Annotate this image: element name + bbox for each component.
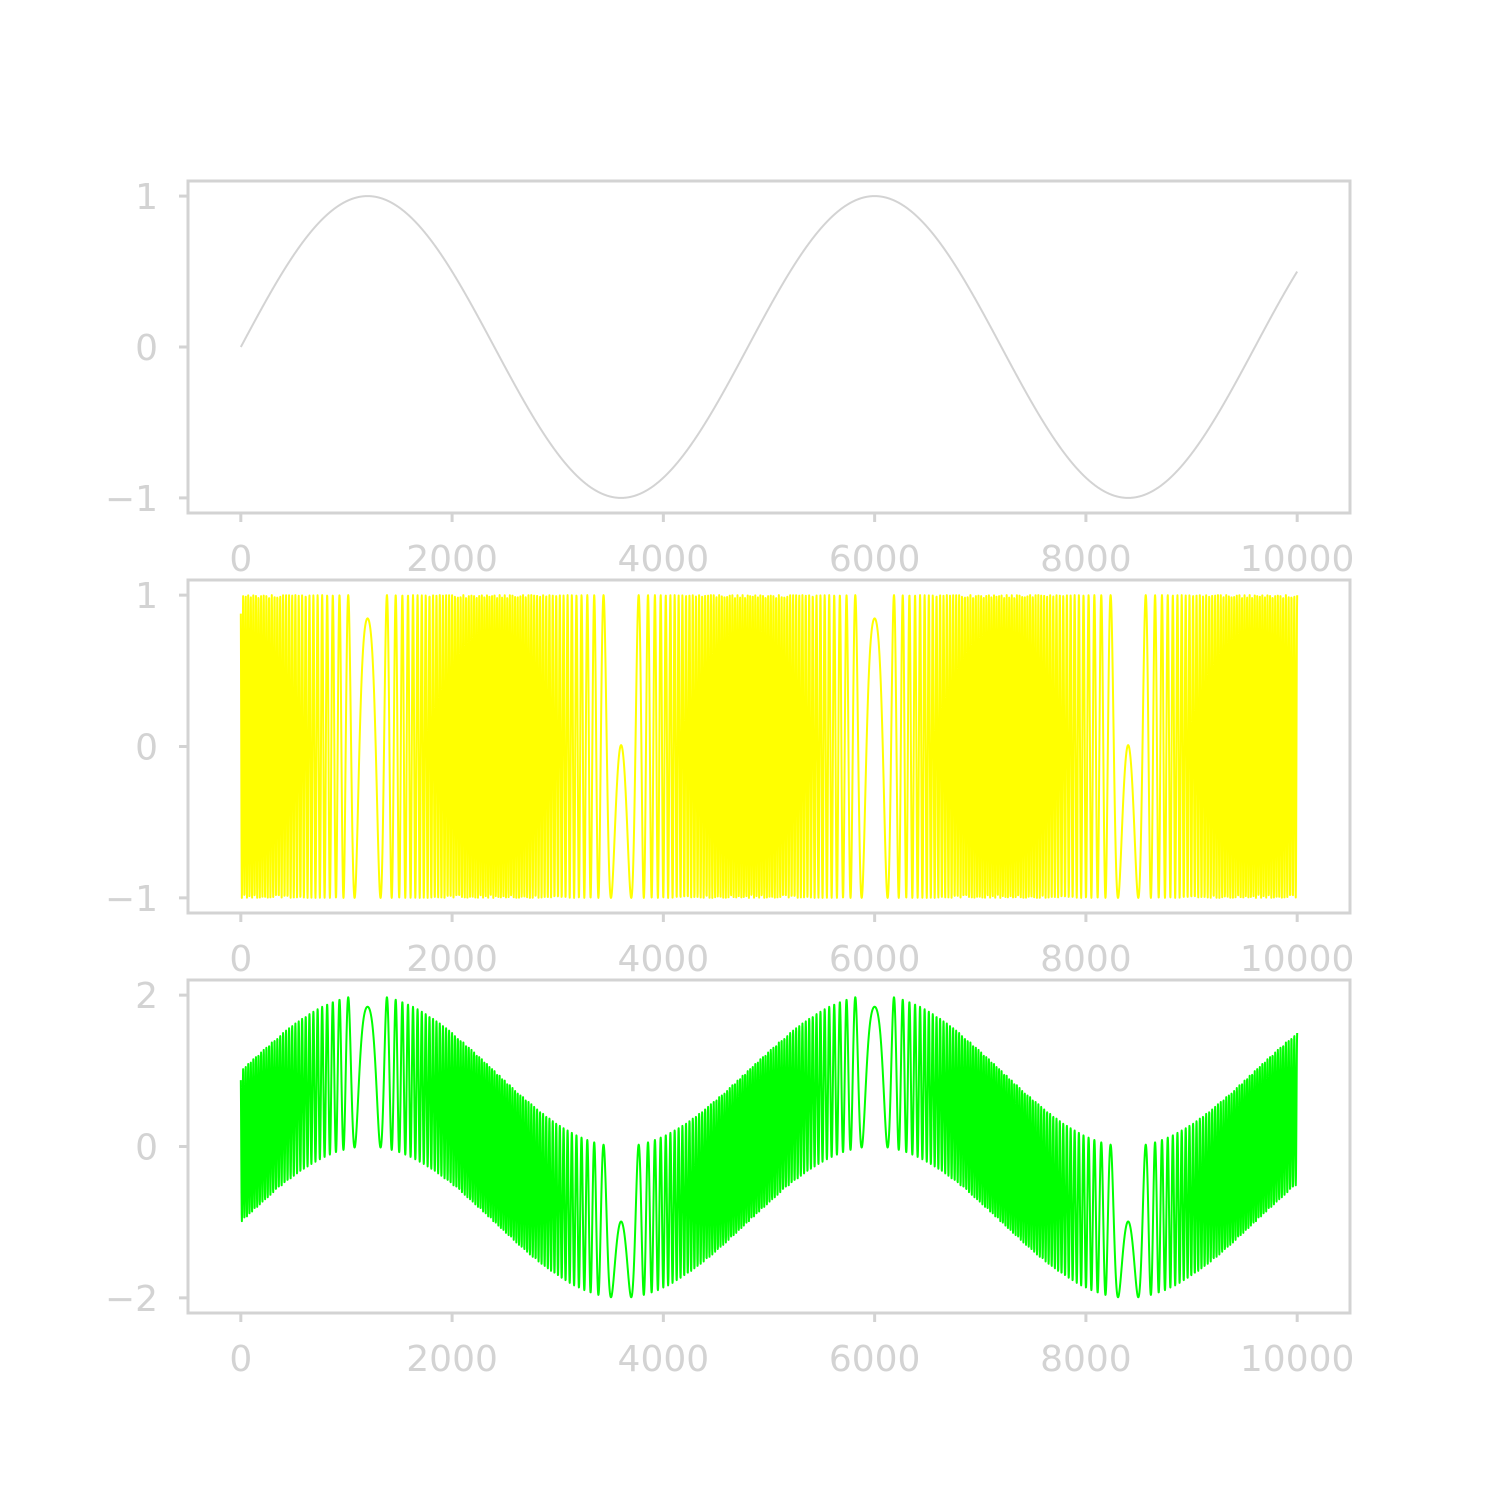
x-tick-label: 0 <box>229 539 252 580</box>
subplot-1: 0 2000 4000 6000 8000 10000 −1 0 1 <box>105 177 1355 580</box>
axes-frame-1 <box>186 179 1352 515</box>
x-tick-label: 10000 <box>1240 539 1355 580</box>
x-tick-label: 4000 <box>618 939 710 980</box>
subplot-2: 0 2000 4000 6000 8000 10000 −1 0 1 <box>105 576 1355 980</box>
x-tick-label: 4000 <box>618 539 710 580</box>
series-line-3-1 <box>239 996 1299 1299</box>
x-tick-label: 2000 <box>406 939 498 980</box>
x-tick-label: 2000 <box>406 1339 498 1380</box>
x-tick-label: 6000 <box>829 1339 921 1380</box>
subplot-3: 0 2000 4000 6000 8000 10000 −2 0 2 <box>105 976 1355 1380</box>
x-tick-label: 10000 <box>1240 1339 1355 1380</box>
x-tick-label: 0 <box>229 1339 252 1380</box>
x-tick-label: 6000 <box>829 939 921 980</box>
x-tick-label: 8000 <box>1040 939 1132 980</box>
y-tick-label: 1 <box>135 177 158 218</box>
y-tick-label: 0 <box>135 328 158 369</box>
series-line-1-1 <box>239 195 1299 499</box>
y-tick-label: −2 <box>105 1279 158 1320</box>
x-tick-label: 4000 <box>618 1339 710 1380</box>
y-tick-label: 0 <box>135 1128 158 1169</box>
x-tick-label: 2000 <box>406 539 498 580</box>
y-tick-label: −1 <box>105 879 158 920</box>
y-tick-label: −1 <box>105 479 158 520</box>
y-tick-label: 2 <box>135 976 158 1017</box>
x-tick-label: 10000 <box>1240 939 1355 980</box>
series-line-2-1 <box>239 594 1299 899</box>
x-tick-label: 8000 <box>1040 1339 1132 1380</box>
y-tick-label: 0 <box>135 728 158 769</box>
y-tick-label: 1 <box>135 576 158 617</box>
x-tick-label: 8000 <box>1040 539 1132 580</box>
x-tick-label: 0 <box>229 939 252 980</box>
x-tick-label: 6000 <box>829 539 921 580</box>
